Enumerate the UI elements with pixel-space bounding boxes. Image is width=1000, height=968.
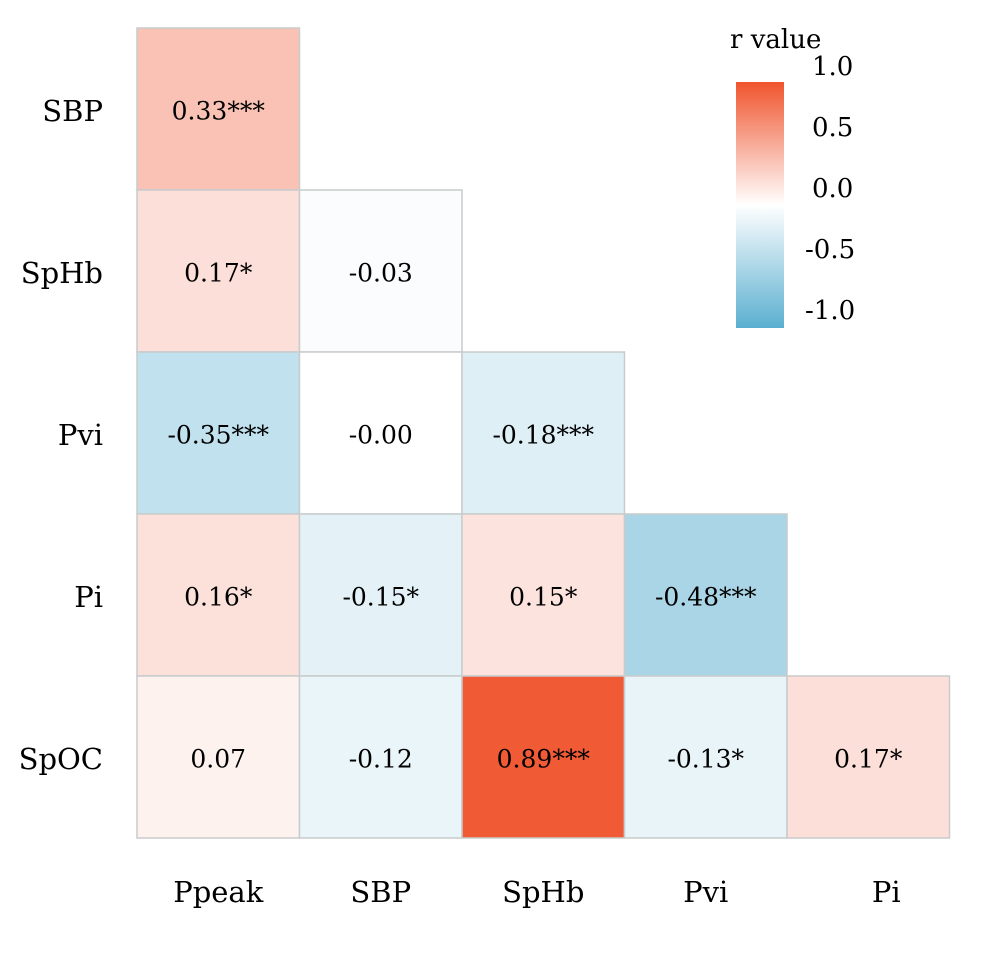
cell-label: -0.03 <box>349 259 413 288</box>
x-tick-label: SBP <box>350 875 411 909</box>
cell-label: 0.15* <box>509 583 578 612</box>
y-tick-label: SpOC <box>19 742 103 776</box>
x-tick-label: Pi <box>872 875 901 909</box>
cell-label: -0.18*** <box>492 421 594 450</box>
heatmap-cell <box>623 675 788 839</box>
heatmap-cells: 0.33*** 0.17* -0.03 -0.35*** -0.00 -0.18*** 0.… <box>136 27 951 839</box>
y-axis-labels: SBP SpHb Pvi Pi SpOC <box>19 94 103 776</box>
legend-tick-label: 0.0 <box>812 174 853 204</box>
heatmap-cell <box>298 513 463 677</box>
y-tick-label: Pi <box>74 580 103 614</box>
heatmap-cell <box>136 189 301 353</box>
cell-label: -0.12 <box>349 745 413 774</box>
heatmap-cell <box>298 189 463 353</box>
legend-tick-label: 0.5 <box>812 113 853 143</box>
heatmap-cell <box>786 675 951 839</box>
y-tick-label: Pvi <box>58 418 103 452</box>
cell-label: -0.00 <box>349 421 413 450</box>
heatmap-cell <box>623 513 788 677</box>
cell-label: 0.89*** <box>497 745 591 774</box>
heatmap-cell <box>298 675 463 839</box>
cell-label: 0.33*** <box>172 97 266 126</box>
heatmap-cell <box>136 27 301 191</box>
x-tick-label: Ppeak <box>173 875 264 909</box>
cell-label: -0.35*** <box>167 421 269 450</box>
x-axis-labels: Ppeak SBP SpHb Pvi Pi <box>173 875 900 909</box>
cell-label: -0.48*** <box>655 583 757 612</box>
cell-label: 0.07 <box>190 745 246 774</box>
y-tick-label: SpHb <box>21 256 103 290</box>
cell-label: -0.13* <box>667 745 744 774</box>
heatmap-cell <box>298 351 463 515</box>
color-legend: r value 1.0 0.5 0.0 -0.5 -1.0 <box>730 25 855 328</box>
heatmap-cell <box>461 351 626 515</box>
cell-label: 0.17* <box>834 745 903 774</box>
x-tick-label: Pvi <box>683 875 728 909</box>
heatmap-cell <box>136 351 301 515</box>
legend-tick-label: -1.0 <box>805 296 855 326</box>
y-tick-label: SBP <box>42 94 103 128</box>
legend-tick-label: -0.5 <box>805 235 855 265</box>
cell-label: 0.16* <box>184 583 253 612</box>
x-tick-label: SpHb <box>502 875 584 909</box>
legend-tick-label: 1.0 <box>812 52 853 82</box>
cell-label: 0.17* <box>184 259 253 288</box>
cell-label: -0.15* <box>342 583 419 612</box>
legend-colorbar <box>736 82 784 328</box>
heatmap-cell <box>461 675 626 839</box>
legend-title: r value <box>730 25 821 55</box>
